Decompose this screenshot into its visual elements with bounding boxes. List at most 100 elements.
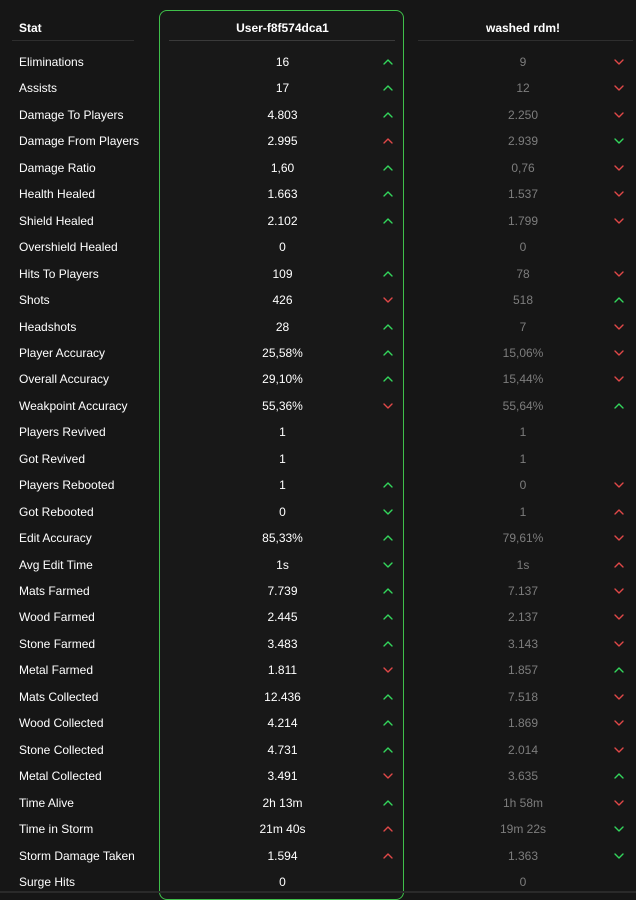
table-row: Damage From Players 2.995 2.939: [0, 128, 636, 154]
table-row: Mats Farmed 7.739 7.137: [0, 578, 636, 604]
player1-column-highlight: [159, 10, 404, 900]
player2-value: 1s: [516, 557, 530, 572]
table-row: Avg Edit Time 1s 1s: [0, 552, 636, 578]
stat-label: Eliminations: [19, 55, 84, 69]
player1-name-header[interactable]: User-f8f574dca1: [236, 21, 329, 35]
player2-value: 2.250: [507, 107, 539, 122]
player1-chevron-down-icon: [383, 393, 393, 419]
player2-value: 9: [519, 55, 527, 69]
player2-chevron-down-icon: [614, 314, 624, 340]
stat-label: Headshots: [19, 319, 77, 334]
player1-value: 2h 13m: [262, 795, 303, 810]
table-row: Overshield Healed 0 0: [0, 234, 636, 260]
stat-label: Metal Farmed: [19, 663, 94, 678]
stat-label: Surge Hits: [19, 874, 76, 889]
stat-label: Edit Accuracy: [19, 531, 92, 546]
table-row: Hits To Players 109 78: [0, 261, 636, 287]
table-row: Players Rebooted 1 0: [0, 472, 636, 498]
player1-value: 0: [279, 874, 286, 889]
player1-chevron-up-icon: [383, 366, 393, 392]
player1-chevron-up-icon: [383, 816, 393, 842]
player2-chevron-down-icon: [614, 843, 624, 869]
player1-chevron-up-icon: [383, 314, 393, 340]
player2-chevron-down-icon: [614, 816, 624, 842]
player2-value: 1.363: [507, 848, 539, 863]
table-row: Got Revived 1 1: [0, 446, 636, 472]
player2-chevron-down-icon: [614, 631, 624, 657]
stat-label: Damage Ratio: [19, 160, 96, 175]
player2-chevron-down-icon: [614, 181, 624, 207]
player2-chevron-up-icon: [614, 657, 624, 683]
table-row: Overall Accuracy 29,10% 15,44%: [0, 366, 636, 392]
player2-value: 1.537: [507, 187, 539, 202]
player2-chevron-down-icon: [614, 49, 624, 75]
table-row: Eliminations 16 9: [0, 49, 636, 75]
player1-chevron-up-icon: [383, 208, 393, 234]
player2-value: 1.799: [507, 213, 539, 228]
stat-label: Got Rebooted: [19, 504, 94, 519]
stat-label: Stone Collected: [19, 742, 104, 757]
player2-chevron-down-icon: [614, 604, 624, 630]
player2-value: 518: [512, 293, 534, 308]
player2-value: 1: [519, 425, 527, 440]
player1-value: 0: [279, 240, 286, 255]
table-row: Damage Ratio 1,60 0,76: [0, 155, 636, 181]
player1-chevron-up-icon: [383, 710, 393, 736]
player2-chevron-up-icon: [614, 499, 624, 525]
stat-label: Damage To Players: [19, 107, 124, 122]
table-row: Storm Damage Taken 1.594 1.363: [0, 843, 636, 869]
player2-value: 2.137: [507, 610, 539, 625]
player2-chevron-down-icon: [614, 366, 624, 392]
table-row: Time in Storm 21m 40s 19m 22s: [0, 816, 636, 842]
player1-chevron-up-icon: [383, 525, 393, 551]
player1-value: 55,36%: [262, 398, 303, 413]
player1-value: 109: [272, 266, 293, 281]
player1-chevron-up-icon: [383, 578, 393, 604]
player2-chevron-down-icon: [614, 340, 624, 366]
table-row: Stone Farmed 3.483 3.143: [0, 631, 636, 657]
player2-name-header[interactable]: washed rdm!: [485, 21, 560, 35]
player2-value: 0: [519, 874, 527, 889]
player1-value: 16: [275, 55, 290, 69]
player1-value: 2.102: [267, 213, 298, 228]
player2-value: 0,76: [511, 160, 535, 175]
player1-value: 3.483: [267, 636, 298, 651]
stat-label: Overall Accuracy: [19, 372, 110, 387]
player1-chevron-down-icon: [383, 552, 393, 578]
table-row: Headshots 28 7: [0, 314, 636, 340]
player1-chevron-up-icon: [383, 261, 393, 287]
stat-label: Players Rebooted: [19, 478, 115, 493]
player1-value: 2.445: [267, 610, 298, 625]
table-row: Players Revived 1 1: [0, 419, 636, 445]
bottom-divider: [0, 891, 636, 893]
player2-chevron-up-icon: [614, 393, 624, 419]
table-row: Edit Accuracy 85,33% 79,61%: [0, 525, 636, 551]
player2-value: 3.143: [507, 636, 539, 651]
player1-value: 0: [279, 504, 286, 519]
player2-chevron-up-icon: [614, 287, 624, 313]
player1-value: 2.995: [267, 134, 298, 149]
player2-chevron-up-icon: [614, 763, 624, 789]
player2-chevron-down-icon: [614, 472, 624, 498]
player2-header-divider: [418, 40, 633, 41]
player1-value: 1.594: [267, 848, 298, 863]
table-row: Stone Collected 4.731 2.014: [0, 737, 636, 763]
table-row: Shots 426 518: [0, 287, 636, 313]
stat-label: Storm Damage Taken: [19, 848, 135, 863]
player1-chevron-up-icon: [383, 472, 393, 498]
player1-value: 7.739: [267, 584, 298, 598]
player2-chevron-down-icon: [614, 684, 624, 710]
player2-chevron-down-icon: [614, 155, 624, 181]
player2-value: 79,61%: [502, 531, 544, 546]
player2-value: 2.014: [507, 742, 539, 757]
player1-value: 1,60: [270, 160, 295, 175]
player1-value: 1.663: [267, 187, 298, 202]
player1-chevron-up-icon: [383, 340, 393, 366]
player2-value: 19m 22s: [499, 822, 547, 837]
stat-label: Players Revived: [19, 425, 106, 440]
player2-chevron-down-icon: [614, 261, 624, 287]
player2-chevron-down-icon: [614, 75, 624, 101]
player2-chevron-down-icon: [614, 128, 624, 154]
table-row: Wood Farmed 2.445 2.137: [0, 604, 636, 630]
